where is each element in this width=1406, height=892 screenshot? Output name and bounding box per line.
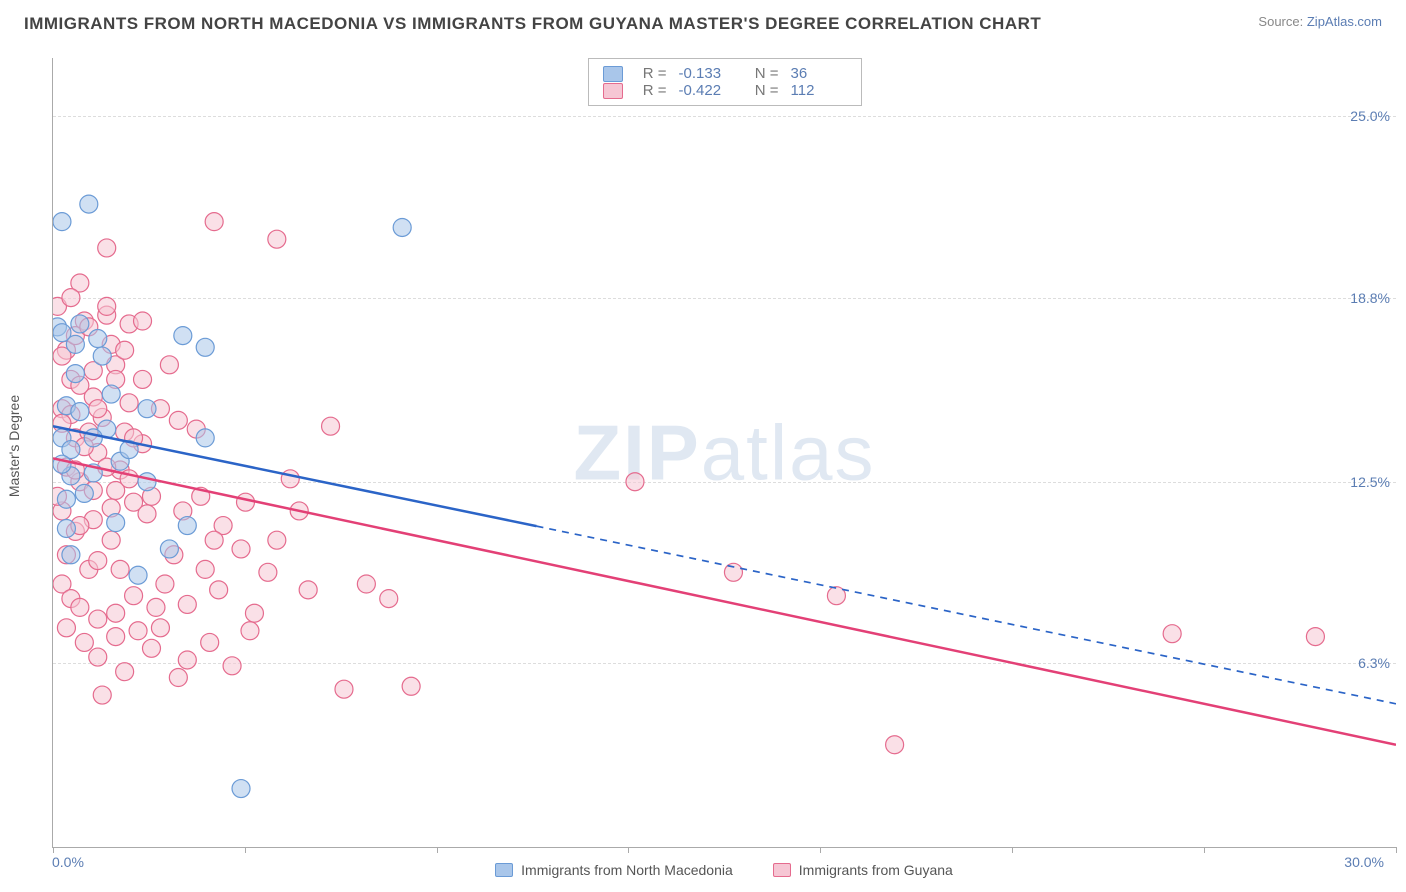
n-value: 112 <box>791 82 847 99</box>
r-label: R = <box>635 65 667 82</box>
regression-line-dashed <box>536 526 1396 704</box>
source-link[interactable]: ZipAtlas.com <box>1307 14 1382 29</box>
r-label: R = <box>635 82 667 99</box>
chart-area: ZIPatlas R =-0.133N =36R =-0.422N =112 2… <box>52 58 1396 848</box>
legend-swatch <box>495 863 513 877</box>
correlation-legend-box: R = -0.133 N = 36 R = -0.422 N = 112 <box>588 58 862 106</box>
r-value: -0.133 <box>679 65 735 82</box>
n-label: N = <box>747 65 779 82</box>
x-tick-mark <box>1396 847 1397 853</box>
legend-swatch <box>603 83 623 99</box>
legend-label: Immigrants from North Macedonia <box>521 862 733 878</box>
correlation-row: R = -0.133 N = 36 <box>603 65 847 82</box>
series-legend: Immigrants from North Macedonia Immigrant… <box>495 862 953 878</box>
y-axis-label: Master's Degree <box>6 395 22 497</box>
correlation-row: R = -0.422 N = 112 <box>603 82 847 99</box>
x-axis: 0.0% Immigrants from North MacedoniaImmi… <box>52 848 1396 892</box>
legend-swatch <box>603 66 623 82</box>
chart-title: IMMIGRANTS FROM NORTH MACEDONIA VS IMMIG… <box>24 14 1041 34</box>
source-label: Source: <box>1258 14 1303 29</box>
x-axis-min: 0.0% <box>52 854 84 870</box>
legend-swatch <box>773 863 791 877</box>
regression-line-solid <box>53 458 1396 744</box>
source-attribution: Source: ZipAtlas.com <box>1258 14 1382 29</box>
regression-layer <box>53 58 1396 847</box>
legend-label: Immigrants from Guyana <box>799 862 953 878</box>
legend-item: Immigrants from Guyana <box>773 862 953 878</box>
x-axis-max: 30.0% <box>1344 854 1384 870</box>
legend-item: Immigrants from North Macedonia <box>495 862 733 878</box>
plot-region: ZIPatlas R =-0.133N =36R =-0.422N =112 2… <box>52 58 1396 848</box>
n-label: N = <box>747 82 779 99</box>
n-value: 36 <box>791 65 847 82</box>
r-value: -0.422 <box>679 82 735 99</box>
